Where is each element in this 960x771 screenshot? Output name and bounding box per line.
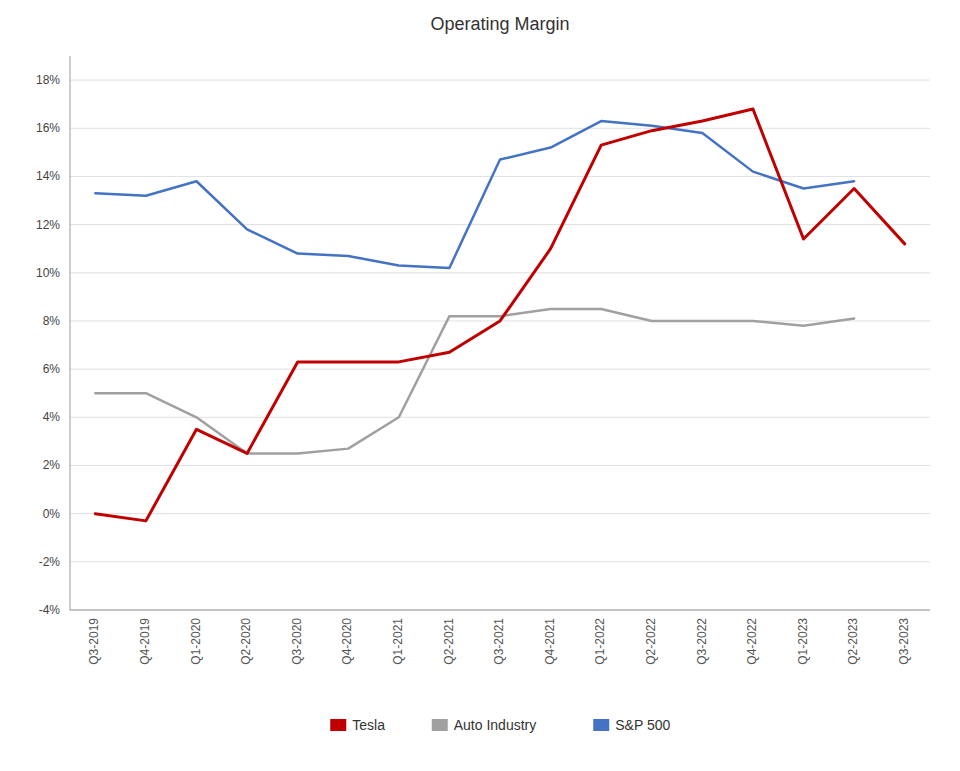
grid-line — [70, 176, 930, 177]
y-tick-label: -2% — [39, 555, 61, 569]
grid-line — [70, 272, 930, 273]
grid-line — [70, 513, 930, 514]
x-tick-label: Q2-2022 — [644, 618, 658, 665]
x-axis-line — [70, 610, 930, 611]
y-tick-label: 0% — [43, 507, 61, 521]
series-line — [95, 309, 854, 454]
x-tick-label: Q3-2021 — [492, 618, 506, 665]
y-tick-label: 2% — [43, 458, 61, 472]
x-tick-label: Q1-2022 — [593, 618, 607, 665]
x-tick-label: Q2-2023 — [846, 618, 860, 665]
title: Operating Margin — [430, 14, 569, 34]
x-tick-label: Q3-2019 — [87, 618, 101, 665]
x-tick-label: Q1-2021 — [391, 618, 405, 665]
x-tick-label: Q1-2023 — [796, 618, 810, 665]
grid-line — [70, 561, 930, 562]
y-tick-label: 6% — [43, 362, 61, 376]
y-axis: -4% -2% 0% 2% 4% 6% 8% 10% 12% 14% 16% 18% — [36, 56, 930, 617]
y-tick-label: 4% — [43, 410, 61, 424]
x-tick-label: Q4-2021 — [543, 618, 557, 665]
legend-swatch — [593, 719, 609, 731]
x-tick-label: Q4-2020 — [340, 618, 354, 665]
grid-line — [70, 224, 930, 225]
series-line — [95, 121, 854, 268]
x-tick-label: Q2-2021 — [442, 618, 456, 665]
x-axis: Q3-2019 Q4-2019 Q1-2020 Q2-2020 Q3-2020 Q4-20… — [87, 618, 910, 665]
grid-line — [70, 465, 930, 466]
x-tick-label: Q3-2023 — [897, 618, 911, 665]
grid-line — [70, 128, 930, 129]
x-tick-label: Q1-2020 — [189, 618, 203, 665]
y-tick-label: 14% — [36, 169, 60, 183]
grid-line — [70, 610, 930, 611]
y-tick-label: 12% — [36, 218, 60, 232]
y-tick-label: 10% — [36, 266, 60, 280]
series-line — [95, 109, 904, 521]
legend-swatch — [330, 719, 346, 731]
y-tick-label: 16% — [36, 121, 60, 135]
x-tick-label: Q3-2022 — [695, 618, 709, 665]
x-tick-label: Q4-2022 — [745, 618, 759, 665]
series-lines — [95, 109, 904, 521]
legend-label: Tesla — [352, 717, 385, 733]
x-tick-label: Q2-2020 — [239, 618, 253, 665]
y-tick-label: -4% — [39, 603, 61, 617]
chart: Operating Margin -4% -2% 0% 2% 4% 6% 8% 10% 12% 14… — [0, 0, 960, 771]
grid-line — [70, 369, 930, 370]
legend-label: Auto Industry — [454, 717, 537, 733]
y-tick-label: 8% — [43, 314, 61, 328]
legend-swatch — [432, 719, 448, 731]
y-axis-line — [70, 56, 71, 610]
grid-line — [70, 80, 930, 81]
legend: Tesla Auto Industry S&P 500 — [330, 717, 670, 733]
y-tick-label: 18% — [36, 73, 60, 87]
x-tick-label: Q4-2019 — [138, 618, 152, 665]
legend-label: S&P 500 — [615, 717, 670, 733]
x-tick-label: Q3-2020 — [290, 618, 304, 665]
